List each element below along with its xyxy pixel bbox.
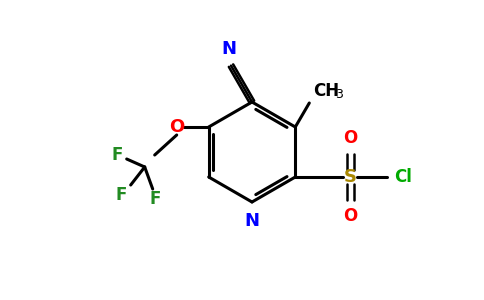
Text: S: S <box>344 168 357 186</box>
Text: 3: 3 <box>335 88 343 101</box>
Text: F: F <box>149 190 160 208</box>
Text: O: O <box>169 118 184 136</box>
Text: O: O <box>343 207 357 225</box>
Text: F: F <box>115 186 126 204</box>
Text: N: N <box>244 212 259 230</box>
Text: CH: CH <box>313 82 339 100</box>
Text: F: F <box>111 146 122 164</box>
Text: O: O <box>343 129 357 147</box>
Text: N: N <box>222 40 237 58</box>
Text: Cl: Cl <box>394 168 412 186</box>
